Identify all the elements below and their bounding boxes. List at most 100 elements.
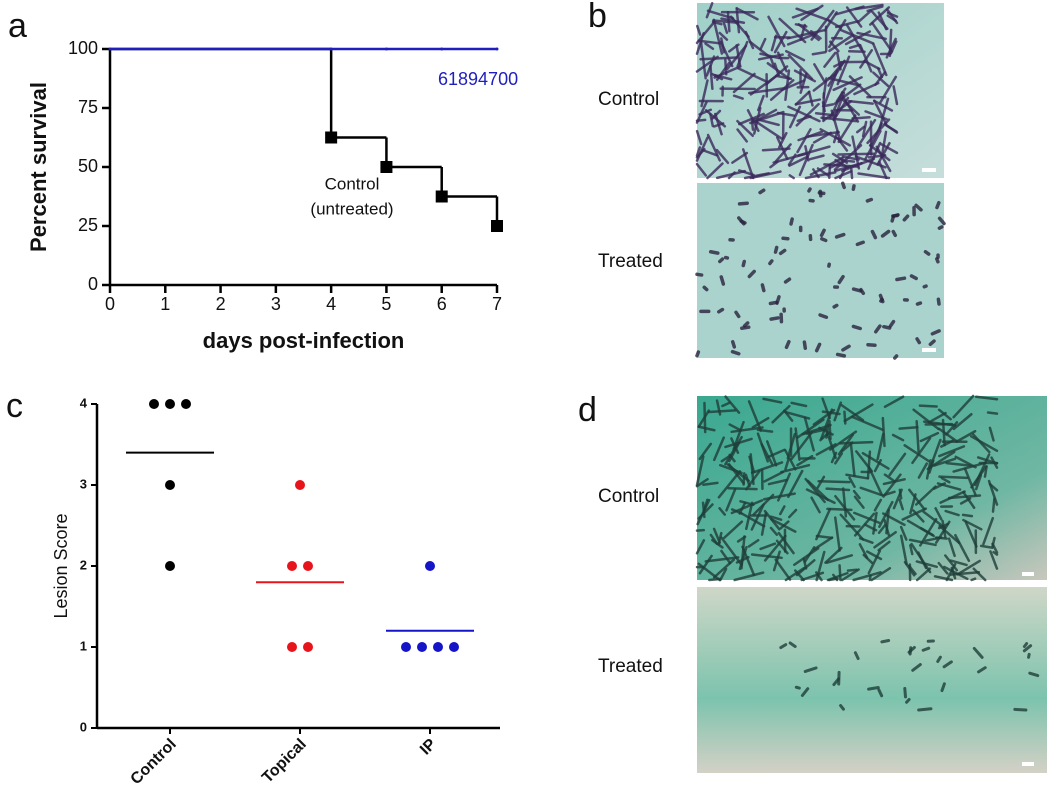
y-tick-label: 75 bbox=[78, 97, 98, 117]
texture bbox=[988, 413, 997, 414]
texture bbox=[819, 481, 850, 482]
texture bbox=[867, 200, 871, 201]
dot bbox=[303, 561, 313, 571]
dot bbox=[295, 480, 305, 490]
texture bbox=[733, 342, 735, 347]
x-tick-label: 3 bbox=[271, 294, 281, 314]
y-tick-label: 4 bbox=[80, 395, 88, 410]
texture bbox=[924, 286, 926, 287]
texture bbox=[776, 247, 777, 252]
texture bbox=[884, 327, 890, 328]
dot bbox=[165, 480, 175, 490]
x-tick-label: 2 bbox=[216, 294, 226, 314]
texture bbox=[770, 261, 772, 264]
texture bbox=[895, 356, 897, 358]
texture bbox=[728, 488, 756, 489]
x-tick-label: 1 bbox=[160, 294, 170, 314]
row-label: Treated bbox=[598, 251, 663, 272]
texture bbox=[853, 186, 854, 189]
texture bbox=[919, 709, 931, 710]
texture bbox=[721, 277, 723, 284]
texture bbox=[736, 312, 739, 316]
x-tick-label: 6 bbox=[437, 294, 447, 314]
texture bbox=[853, 326, 860, 328]
texture bbox=[851, 169, 852, 178]
texture bbox=[733, 352, 739, 354]
texture bbox=[711, 252, 718, 253]
texture bbox=[786, 279, 790, 282]
dot bbox=[165, 561, 175, 571]
dot bbox=[149, 399, 159, 409]
texture bbox=[972, 579, 975, 580]
texture bbox=[925, 252, 928, 254]
marker bbox=[109, 48, 112, 51]
texture bbox=[763, 149, 790, 151]
texture bbox=[849, 51, 864, 52]
dot bbox=[425, 561, 435, 571]
marker bbox=[330, 48, 333, 51]
texture bbox=[697, 352, 698, 356]
texture bbox=[840, 565, 841, 580]
texture bbox=[937, 259, 938, 262]
x-tick-label: 5 bbox=[381, 294, 391, 314]
texture bbox=[897, 278, 905, 279]
texture bbox=[829, 421, 830, 439]
row-label: Control bbox=[598, 89, 659, 110]
y-tick-label: 0 bbox=[88, 274, 98, 294]
texture bbox=[701, 58, 737, 60]
dot bbox=[449, 642, 459, 652]
texture bbox=[917, 339, 919, 343]
texture bbox=[697, 120, 705, 121]
texture bbox=[868, 345, 875, 346]
annotation: (untreated) bbox=[310, 199, 393, 218]
marker bbox=[440, 48, 443, 51]
texture bbox=[881, 300, 882, 301]
texture bbox=[923, 648, 929, 650]
panel-letter: d bbox=[578, 391, 597, 429]
marker bbox=[385, 48, 388, 51]
y-tick-label: 100 bbox=[68, 38, 98, 58]
x-tick-label: 7 bbox=[492, 294, 502, 314]
texture bbox=[938, 299, 939, 304]
texture bbox=[907, 699, 910, 702]
texture bbox=[930, 341, 934, 344]
texture bbox=[857, 242, 863, 244]
texture bbox=[760, 190, 764, 192]
dot bbox=[181, 399, 191, 409]
dot bbox=[287, 561, 297, 571]
texture bbox=[882, 640, 889, 641]
dot bbox=[401, 642, 411, 652]
marker bbox=[325, 132, 337, 144]
texture bbox=[771, 318, 778, 319]
texture bbox=[900, 490, 901, 498]
scale-bar bbox=[922, 348, 936, 352]
texture bbox=[822, 239, 826, 241]
texture bbox=[720, 259, 723, 261]
texture bbox=[834, 305, 837, 307]
texture bbox=[905, 688, 906, 696]
texture bbox=[781, 250, 785, 253]
y-tick-label: 1 bbox=[80, 638, 87, 653]
dot bbox=[303, 642, 313, 652]
texture bbox=[890, 322, 893, 326]
texture bbox=[911, 276, 916, 279]
y-tick-label: 25 bbox=[78, 215, 98, 235]
texture bbox=[704, 403, 705, 432]
texture bbox=[854, 289, 861, 291]
x-tick-label: Topical bbox=[259, 736, 310, 787]
y-tick-label: 50 bbox=[78, 156, 98, 176]
texture bbox=[869, 687, 879, 689]
scale-bar bbox=[922, 168, 936, 172]
series-label: 61894700 bbox=[438, 69, 518, 89]
texture bbox=[740, 203, 748, 204]
marker bbox=[436, 191, 448, 203]
texture bbox=[822, 230, 825, 235]
texture bbox=[939, 227, 941, 228]
texture bbox=[890, 30, 891, 56]
texture bbox=[786, 342, 788, 348]
texture bbox=[1024, 644, 1026, 647]
marker bbox=[380, 161, 392, 173]
texture bbox=[837, 235, 844, 237]
texture bbox=[820, 315, 826, 317]
